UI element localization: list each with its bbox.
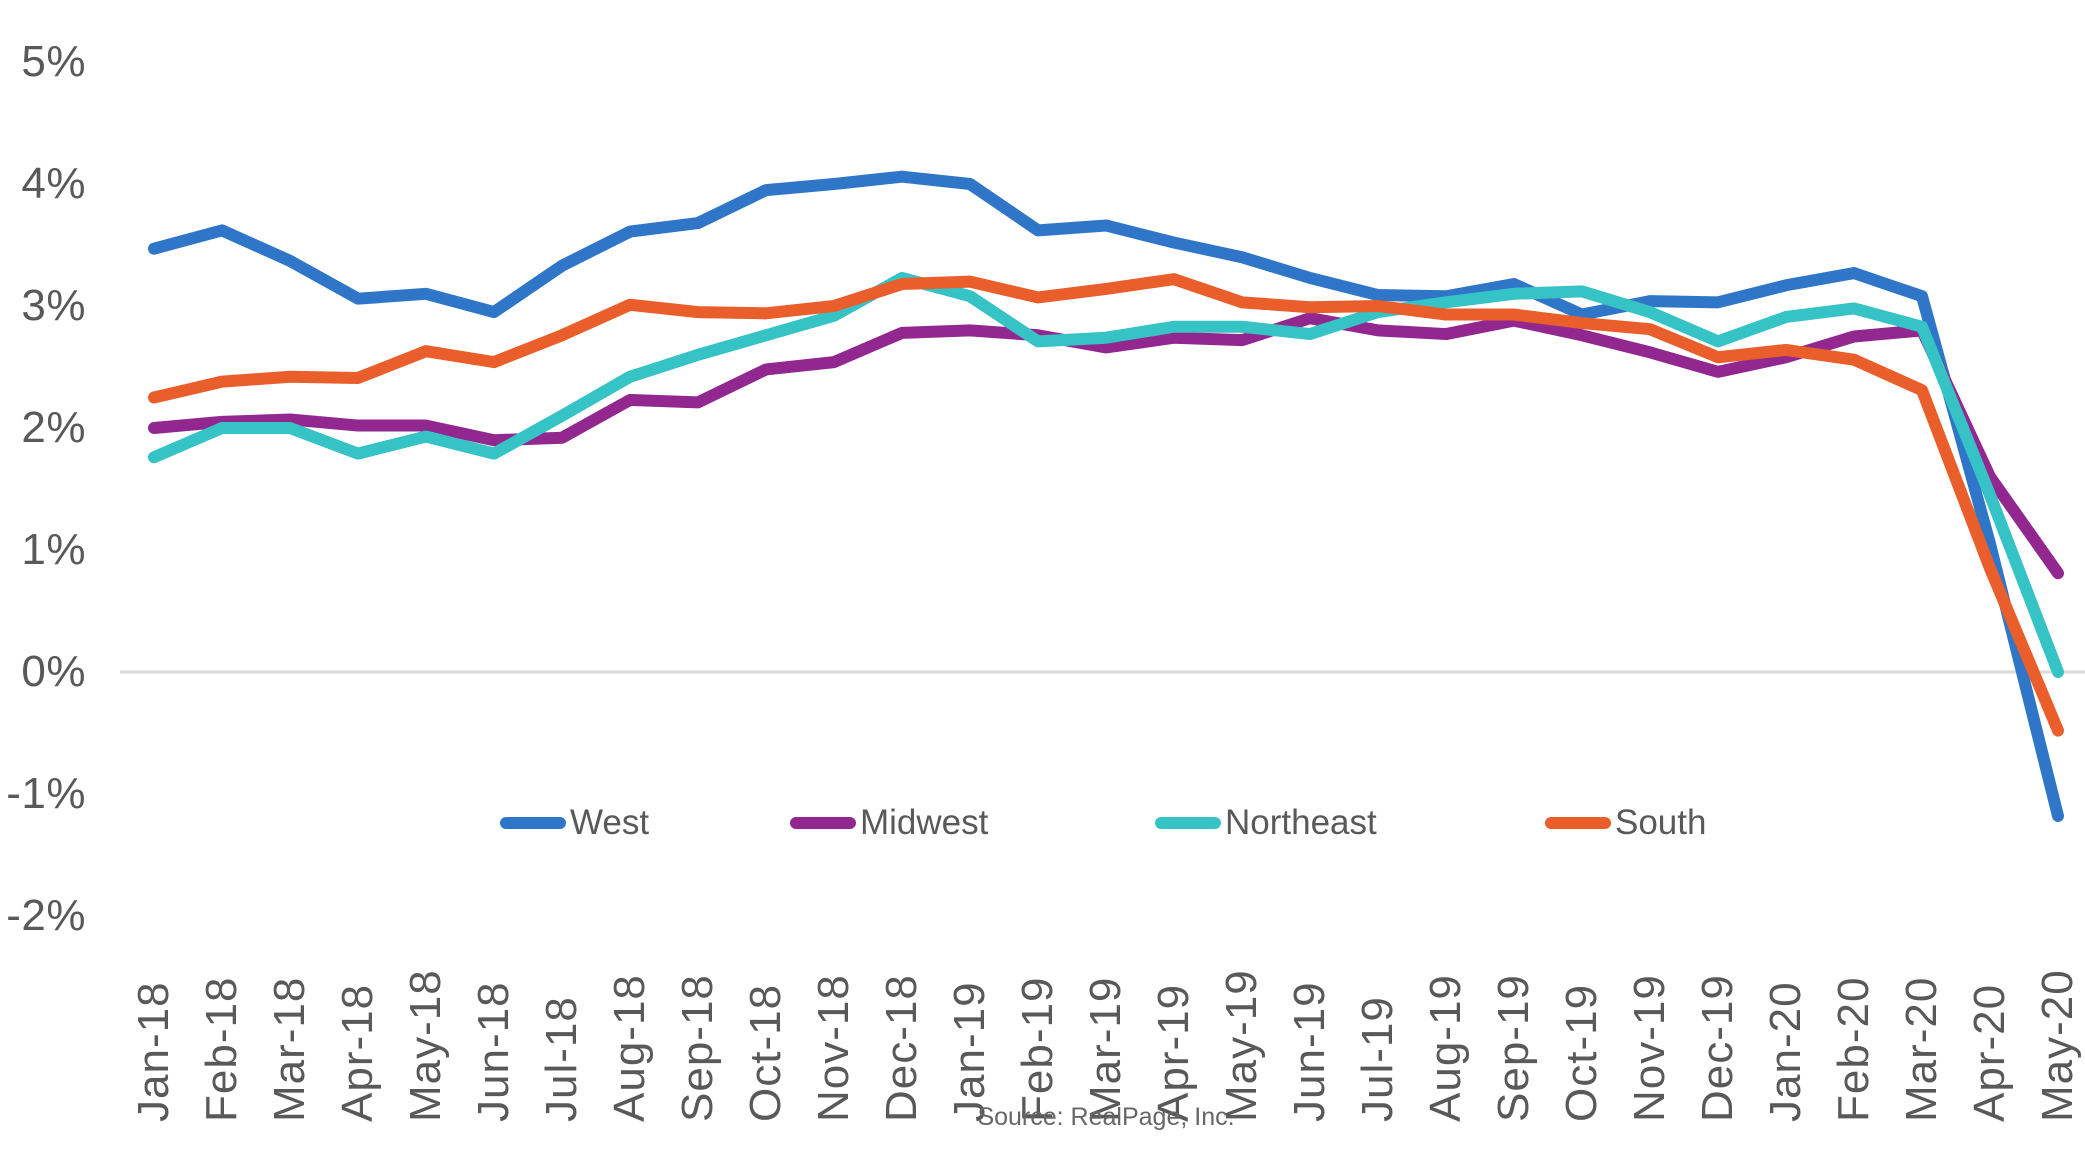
x-tick-label: Feb-20 — [1829, 976, 1878, 1122]
x-tick-label: Oct-18 — [741, 983, 790, 1122]
x-tick-label: Jan-19 — [945, 981, 994, 1122]
x-tick-label: Dec-19 — [1693, 974, 1742, 1122]
legend-label: South — [1615, 803, 1707, 842]
legend-item-south: South — [1545, 800, 1706, 846]
x-tick-label: May-19 — [1217, 969, 1266, 1122]
y-tick-label: 0% — [21, 647, 86, 696]
legend-item-west: West — [500, 800, 649, 846]
x-tick-label: Jul-18 — [537, 996, 586, 1122]
x-tick-label: Apr-19 — [1149, 983, 1198, 1122]
x-tick-label: Oct-19 — [1557, 983, 1606, 1122]
legend-item-midwest: Midwest — [790, 800, 988, 846]
x-tick-label: Mar-18 — [265, 976, 314, 1122]
x-tick-label: Jun-18 — [469, 981, 518, 1122]
y-tick-label: -2% — [6, 891, 86, 940]
x-tick-label: Apr-20 — [1965, 983, 2014, 1122]
legend-marker-midwest — [790, 817, 856, 829]
series-line-northeast — [148, 271, 2064, 678]
x-tick-label: Jun-19 — [1285, 981, 1334, 1122]
legend-label: Midwest — [860, 803, 989, 842]
legend-marker-south — [1545, 817, 1611, 829]
x-tick-label: Sep-19 — [1489, 974, 1538, 1122]
y-tick-label: 4% — [21, 159, 86, 208]
series-line-south — [148, 273, 2064, 737]
x-tick-label: Jul-19 — [1353, 996, 1402, 1122]
y-tick-label: 5% — [21, 37, 86, 86]
series-line-west — [148, 170, 2064, 822]
legend-label: West — [570, 803, 650, 842]
x-tick-label: Aug-19 — [1421, 974, 1470, 1122]
x-tick-label: Sep-18 — [673, 974, 722, 1122]
x-tick-label: May-18 — [401, 969, 450, 1122]
x-tick-label: Aug-18 — [605, 974, 654, 1122]
x-tick-label: May-20 — [2033, 969, 2082, 1122]
x-tick-label: Nov-18 — [809, 974, 858, 1122]
legend-marker-west — [500, 817, 566, 829]
x-tick-label: Apr-18 — [333, 983, 382, 1122]
x-tick-label: Jan-18 — [129, 981, 178, 1122]
x-tick-label: Mar-20 — [1897, 976, 1946, 1122]
series-line-midwest — [148, 312, 2064, 580]
legend-marker-northeast — [1155, 817, 1221, 829]
x-tick-label: Feb-18 — [197, 976, 246, 1122]
x-tick-label: Nov-19 — [1625, 974, 1674, 1122]
x-tick-label: Feb-19 — [1013, 976, 1062, 1122]
y-tick-label: 3% — [21, 281, 86, 330]
legend-item-northeast: Northeast — [1155, 800, 1377, 846]
legend-label: Northeast — [1225, 803, 1377, 842]
x-tick-label: Mar-19 — [1081, 976, 1130, 1122]
y-tick-label: -1% — [6, 769, 86, 818]
x-tick-label: Dec-18 — [877, 974, 926, 1122]
source-note: Source: RealPage, Inc. — [977, 1103, 1235, 1131]
y-tick-label: 1% — [21, 525, 86, 574]
y-tick-label: 2% — [21, 403, 86, 452]
x-tick-label: Jan-20 — [1761, 981, 1810, 1122]
